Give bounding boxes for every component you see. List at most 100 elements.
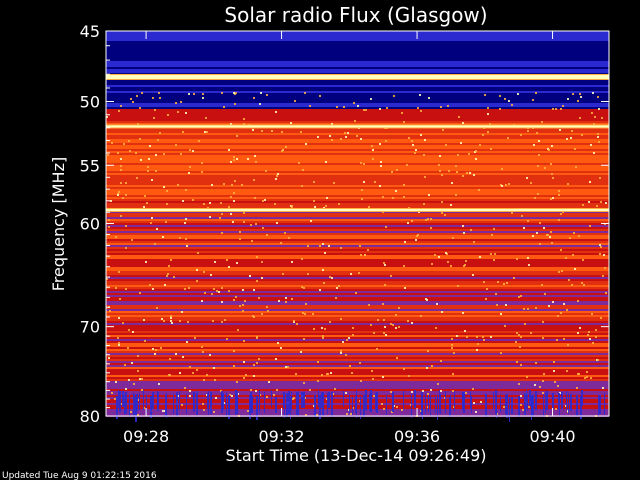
- x-axis-label: Start Time (13-Dec-14 09:26:49): [225, 446, 486, 465]
- emission-speck: [382, 196, 384, 198]
- dropout-streak: [176, 392, 178, 416]
- emission-speck: [541, 121, 543, 123]
- frequency-row: [106, 177, 609, 179]
- emission-speck: [122, 322, 124, 324]
- emission-speck: [186, 245, 188, 247]
- frequency-row: [106, 277, 609, 279]
- emission-speck: [539, 222, 541, 224]
- emission-speck: [465, 392, 467, 394]
- emission-speck: [403, 121, 405, 123]
- frequency-row: [106, 405, 609, 407]
- emission-speck: [205, 117, 207, 119]
- emission-speck: [350, 413, 352, 415]
- emission-speck: [553, 370, 555, 372]
- emission-speck: [414, 152, 416, 154]
- emission-speck: [285, 146, 287, 148]
- emission-speck: [372, 378, 374, 380]
- emission-speck: [256, 362, 258, 364]
- emission-speck: [294, 100, 296, 102]
- emission-speck: [167, 114, 169, 116]
- emission-speck: [451, 182, 453, 184]
- emission-speck: [408, 375, 410, 377]
- emission-speck: [573, 232, 575, 234]
- emission-speck: [450, 265, 452, 267]
- emission-speck: [213, 367, 215, 369]
- emission-speck: [231, 184, 233, 186]
- emission-speck: [487, 107, 489, 109]
- frequency-row: [106, 287, 609, 289]
- frequency-row: [106, 397, 609, 399]
- dropout-streak: [290, 396, 291, 419]
- frequency-row: [106, 205, 609, 207]
- dropout-streak: [328, 392, 330, 408]
- emission-speck: [566, 370, 568, 372]
- emission-speck: [163, 153, 165, 155]
- emission-speck: [427, 218, 429, 220]
- emission-speck: [305, 143, 307, 145]
- emission-speck: [261, 130, 263, 132]
- emission-speck: [280, 242, 282, 244]
- emission-speck: [235, 296, 237, 298]
- dropout-streak: [363, 395, 365, 417]
- emission-speck: [591, 112, 593, 114]
- frequency-row: [106, 211, 609, 213]
- emission-speck: [526, 376, 528, 378]
- frequency-row: [106, 233, 609, 235]
- emission-speck: [292, 398, 294, 400]
- frequency-row: [106, 281, 609, 283]
- dropout-streak: [430, 395, 431, 417]
- emission-feature-line: [106, 125, 609, 128]
- frequency-row: [106, 141, 609, 143]
- emission-speck: [556, 339, 558, 341]
- emission-speck: [203, 409, 205, 411]
- dropout-streak: [425, 394, 426, 414]
- emission-speck: [503, 283, 505, 285]
- emission-speck: [202, 93, 204, 95]
- dropout-streak: [133, 393, 134, 417]
- emission-speck: [557, 385, 559, 387]
- emission-speck: [576, 387, 578, 389]
- emission-speck: [329, 135, 331, 137]
- emission-speck: [128, 140, 130, 142]
- emission-speck: [592, 342, 594, 344]
- frequency-row: [106, 379, 609, 381]
- emission-speck: [301, 258, 303, 260]
- dropout-streak: [236, 395, 238, 414]
- emission-speck: [588, 201, 590, 203]
- emission-speck: [335, 297, 337, 299]
- dropout-streak: [207, 393, 208, 409]
- frequency-row: [106, 295, 609, 297]
- emission-speck: [603, 254, 605, 256]
- emission-speck: [516, 361, 518, 363]
- emission-speck: [487, 113, 489, 115]
- emission-speck: [371, 370, 373, 372]
- emission-speck: [322, 337, 324, 339]
- emission-speck: [371, 145, 373, 147]
- emission-speck: [419, 94, 421, 96]
- emission-speck: [106, 278, 108, 280]
- emission-speck: [317, 136, 319, 138]
- emission-speck: [483, 339, 485, 341]
- frequency-row: [106, 83, 609, 85]
- emission-speck: [312, 313, 314, 315]
- emission-speck: [582, 204, 584, 206]
- dropout-streak: [496, 397, 497, 418]
- emission-speck: [379, 108, 381, 110]
- dropout-streak: [275, 397, 277, 413]
- frequency-row: [106, 315, 609, 317]
- emission-speck: [348, 337, 350, 339]
- frequency-row: [106, 155, 609, 157]
- frequency-row: [106, 55, 609, 57]
- dropout-streak: [437, 395, 438, 420]
- emission-speck: [150, 222, 152, 224]
- dropout-streak: [576, 395, 578, 416]
- emission-speck: [557, 315, 559, 317]
- emission-speck: [188, 93, 190, 95]
- emission-speck: [503, 406, 505, 408]
- y-tick-label: 55: [80, 156, 100, 175]
- frequency-row: [106, 245, 609, 247]
- y-axis-label: Frequency [MHz]: [49, 157, 68, 291]
- emission-speck: [251, 240, 253, 242]
- emission-speck: [164, 284, 166, 286]
